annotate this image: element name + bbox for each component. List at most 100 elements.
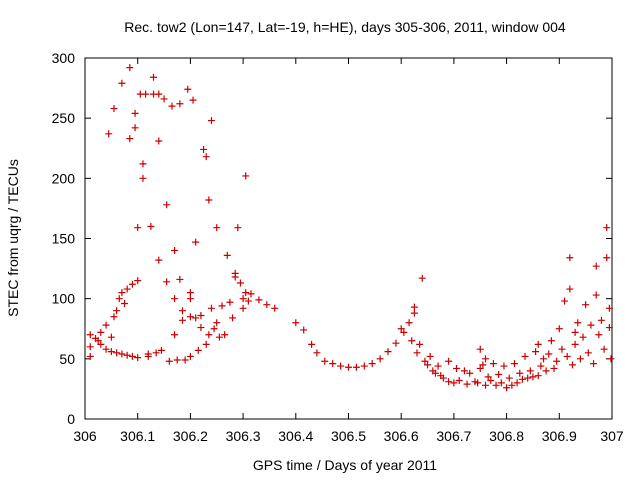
data-point (500, 362, 508, 370)
data-point (418, 274, 426, 282)
data-point (123, 351, 131, 359)
data-point (163, 278, 171, 286)
data-point (244, 297, 252, 305)
data-point (607, 355, 615, 363)
x-tick-label: 306.2 (173, 428, 208, 444)
data-point (511, 360, 519, 368)
data-point (534, 340, 542, 348)
data-point (421, 357, 429, 365)
data-point (445, 378, 453, 386)
data-point (263, 301, 271, 309)
data-point (482, 355, 490, 363)
data-point (126, 64, 134, 72)
data-point (497, 379, 505, 387)
data-point (113, 307, 121, 315)
y-tick-label: 100 (52, 291, 76, 307)
data-point (376, 355, 384, 363)
x-tick-label: 306.1 (120, 428, 155, 444)
data-point (105, 130, 113, 138)
data-point (192, 238, 200, 246)
x-axis-label: GPS time / Days of year 2011 (253, 457, 437, 473)
data-point (576, 355, 584, 363)
data-point (345, 363, 352, 371)
data-point (600, 345, 608, 353)
data-point (534, 372, 542, 380)
data-point (139, 174, 147, 182)
data-point (186, 295, 194, 303)
data-point (197, 312, 205, 320)
data-point (545, 350, 553, 358)
data-point (590, 360, 598, 368)
data-point (118, 79, 126, 87)
data-point (128, 280, 136, 288)
data-point (518, 375, 526, 383)
data-point (516, 369, 524, 377)
y-tick-label: 0 (67, 411, 75, 427)
data-point (405, 319, 413, 327)
data-point (223, 251, 231, 259)
data-point (561, 297, 569, 305)
data-point (134, 354, 142, 362)
data-point (308, 340, 316, 348)
data-point (184, 85, 192, 93)
data-point (168, 102, 176, 110)
data-point (86, 343, 94, 351)
data-point (416, 340, 424, 348)
data-point (113, 349, 121, 357)
data-point (384, 348, 392, 356)
data-point (574, 319, 582, 327)
data-point (107, 348, 115, 356)
data-point (200, 145, 208, 153)
data-point (605, 304, 613, 312)
data-point (155, 90, 163, 98)
data-point (236, 279, 244, 287)
data-point (171, 247, 179, 255)
data-point (131, 124, 139, 132)
data-point (126, 135, 134, 143)
data-point (86, 331, 94, 339)
y-tick-label: 50 (59, 351, 75, 367)
data-point (463, 380, 471, 388)
data-point (155, 256, 163, 264)
data-point (321, 357, 329, 365)
data-point (207, 117, 215, 125)
data-point (107, 333, 115, 341)
data-point (555, 325, 563, 333)
data-point (207, 304, 215, 312)
data-point (186, 289, 194, 297)
data-point (453, 364, 461, 372)
data-point (487, 376, 495, 384)
data-point (202, 153, 210, 161)
data-point (118, 289, 126, 297)
data-point (192, 314, 200, 322)
data-point (592, 291, 600, 299)
data-point (368, 360, 376, 368)
data-point (582, 301, 590, 309)
data-point (489, 360, 497, 368)
data-point (566, 285, 574, 293)
data-point (194, 346, 202, 354)
data-point (508, 381, 516, 389)
data-point (131, 109, 139, 117)
data-point (173, 356, 181, 364)
data-point (171, 295, 179, 303)
data-point (102, 321, 110, 329)
data-point (134, 277, 142, 285)
data-point (213, 319, 221, 327)
data-point (121, 299, 129, 307)
data-point (139, 160, 147, 168)
data-point (178, 307, 186, 315)
data-point (176, 100, 184, 108)
x-tick-label: 306.6 (384, 428, 419, 444)
data-point (271, 304, 279, 312)
data-point (495, 370, 503, 378)
data-point (178, 316, 186, 324)
data-point (128, 352, 136, 360)
data-point (242, 172, 250, 180)
data-point (410, 309, 418, 317)
y-tick-label: 200 (52, 170, 76, 186)
x-tick-label: 307 (600, 428, 624, 444)
data-point (205, 196, 213, 204)
data-point (566, 254, 574, 262)
data-point (255, 296, 263, 304)
